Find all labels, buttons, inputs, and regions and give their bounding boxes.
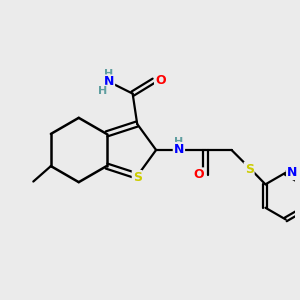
Text: H: H bbox=[104, 69, 114, 79]
Text: S: S bbox=[133, 171, 142, 184]
Text: H: H bbox=[98, 86, 107, 96]
Text: O: O bbox=[155, 74, 166, 87]
Text: H: H bbox=[174, 137, 184, 147]
Text: N: N bbox=[174, 143, 184, 156]
Text: N: N bbox=[287, 166, 297, 179]
Text: S: S bbox=[244, 163, 253, 176]
Text: O: O bbox=[194, 168, 204, 182]
Text: N: N bbox=[104, 75, 114, 88]
